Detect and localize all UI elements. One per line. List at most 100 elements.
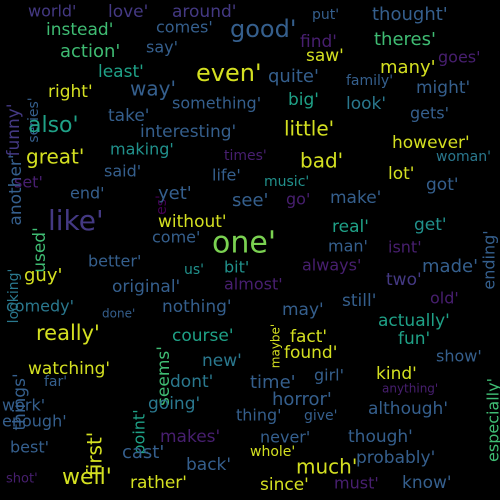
word-enough: enough' [2,412,67,431]
word-always: always' [302,256,361,275]
word-anything: anything' [382,382,438,396]
word-much: much' [296,455,357,479]
word-series: series' [26,97,42,142]
word-also: also' [28,113,79,138]
word-making: making' [110,140,174,159]
word-family: family' [346,73,393,89]
word-made: made' [422,256,478,277]
word-one: one' [212,226,276,261]
word-however: however' [392,133,470,153]
word-woman: woman' [436,149,491,165]
word-better: better' [88,252,141,271]
word-guy: guy' [24,265,62,286]
word-good: good' [230,15,296,43]
word-ending: ending' [480,230,499,289]
word-another: another' [6,154,26,225]
word-real: real' [332,217,369,237]
word-watching: watching' [28,359,110,379]
word-going: going' [148,394,200,414]
word-end: end' [70,184,105,203]
word-show: show' [436,347,482,366]
word-old: old' [430,289,459,308]
word-done: done' [102,307,135,321]
word-looking: looking' [6,269,22,324]
word-dont: dont' [170,372,213,392]
word-shot: shot' [6,472,38,487]
word-although: although' [368,399,448,419]
word-something: something' [172,94,261,113]
word-love: love' [108,2,148,22]
word-maybe: maybe' [269,324,283,368]
word-lot: lot' [388,164,414,184]
word-thing: thing' [236,406,282,425]
word-may: may' [282,300,324,320]
word-fun: fun' [398,329,430,349]
word-say: say' [146,38,178,57]
word-without: without' [158,212,227,232]
word-seems: seems' [154,346,174,406]
word-make: make' [330,188,381,208]
word-got: got' [426,175,459,195]
word-interesting: interesting' [140,122,236,142]
word-world: world' [28,2,76,21]
word-back: back' [186,455,231,475]
word-comes: comes' [156,18,213,37]
word-least: least' [98,62,144,82]
word-right: right' [48,82,93,102]
word-might: might' [416,78,470,98]
word-come: come' [152,228,200,247]
word-kind: kind' [376,364,417,384]
word-theres: theres' [374,29,436,50]
word-far: far' [44,374,67,390]
word-life: life' [212,166,241,185]
word-man: man' [328,237,368,256]
word-time: time' [250,372,296,393]
word-many: many' [380,57,436,78]
word-found: found' [284,343,337,363]
word-nothing: nothing' [162,297,232,317]
word-never: never' [260,428,310,447]
word-horror: horror' [272,389,332,410]
word-see: see' [232,190,268,211]
word-goes: goes' [438,48,481,67]
word-work: work' [2,396,45,415]
word-point: point' [130,409,149,454]
word-said: said' [104,162,141,181]
word-saw: saw' [306,46,344,66]
word-though: though' [348,427,413,447]
word-fact: fact' [290,327,327,347]
word-little: little' [284,117,334,141]
word-yet: yet' [158,183,192,204]
word-thought: thought' [372,4,448,25]
word-must: must' [334,474,379,493]
word-makes: makes' [160,427,220,447]
word-action: action' [60,41,120,62]
word-probably: probably' [356,448,435,468]
word-go: go' [286,190,310,209]
word-big: big' [288,90,319,110]
word-still: still' [342,291,376,311]
word-cast: cast' [122,442,164,463]
word-set: set' [14,173,43,192]
word-find: find' [300,32,337,52]
word-look: look' [346,94,386,114]
word-funny: funny' [4,103,24,156]
word-isnt: isnt' [388,238,422,257]
word-two: two' [386,270,422,290]
word-times: times' [224,148,267,164]
word-instead: instead' [46,20,113,40]
word-comedy: comedy' [6,297,74,316]
word-great: great' [26,145,84,169]
word-gets: gets' [410,104,449,123]
word-quite: quite' [268,66,319,87]
word-know: know' [402,473,452,493]
word-almost: almost' [224,275,283,294]
word-like: like' [48,204,104,237]
word-us: us' [184,262,204,278]
word-course: course' [172,326,234,346]
word-actually: actually' [378,311,450,331]
word-get: get' [414,215,447,235]
